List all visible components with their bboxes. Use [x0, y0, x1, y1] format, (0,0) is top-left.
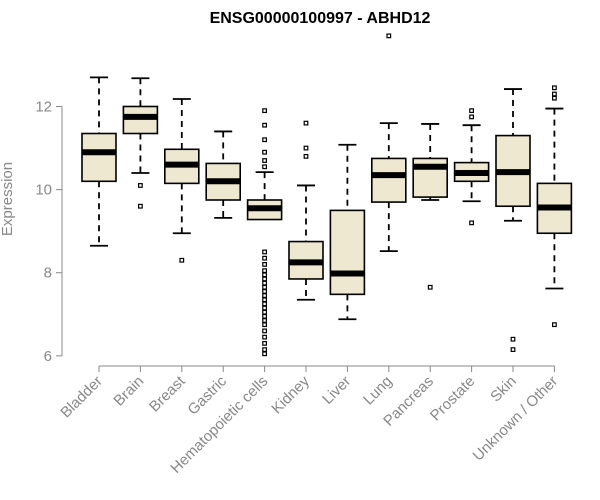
outlier-point — [303, 153, 309, 159]
outlier-point — [303, 145, 309, 151]
x-tick-label: Prostate — [427, 373, 479, 425]
outlier-point — [262, 137, 267, 143]
outlier-point — [386, 33, 392, 39]
box-group-lung — [370, 33, 407, 253]
outlier-point — [262, 293, 267, 298]
outlier-point — [262, 305, 267, 311]
outlier-point — [262, 301, 267, 307]
outlier-point — [262, 284, 267, 290]
x-tick-label: Lung — [360, 373, 396, 409]
x-tick-label: Brain — [110, 373, 147, 410]
outlier-point — [262, 347, 267, 353]
outlier-point — [262, 328, 267, 334]
outlier-point — [262, 313, 267, 319]
outlier-point — [262, 334, 267, 340]
chart-title: ENSG00000100997 - ABHD12 — [210, 10, 431, 27]
outlier-point — [551, 85, 557, 91]
outlier-point — [262, 309, 267, 315]
outlier-point — [262, 262, 267, 267]
outlier-point — [262, 108, 267, 114]
outlier-point — [262, 340, 267, 346]
outlier-point — [262, 149, 267, 155]
y-tick-label: 8 — [44, 265, 52, 282]
outlier-point — [179, 257, 185, 263]
box-group-pancreas — [412, 123, 449, 290]
box-group-bladder — [81, 76, 117, 247]
box-group-unknown-other — [536, 85, 573, 328]
outlier-point — [138, 203, 143, 209]
outlier-point — [262, 272, 267, 278]
outlier-point — [262, 276, 267, 282]
outlier-point — [510, 347, 516, 353]
box-group-skin — [495, 88, 531, 353]
outlier-point — [262, 268, 267, 274]
y-tick-label: 6 — [44, 348, 52, 365]
iqr-box — [370, 157, 407, 203]
outlier-point — [262, 255, 267, 261]
box-group-prostate — [453, 108, 490, 226]
outlier-point — [551, 322, 557, 328]
outlier-point — [262, 280, 267, 286]
y-tick-label: 12 — [35, 98, 52, 115]
x-tick-label: Liver — [319, 373, 354, 408]
outlier-point — [303, 120, 309, 126]
outlier-point — [262, 322, 267, 328]
outlier-point — [262, 249, 267, 255]
outlier-point — [138, 183, 143, 188]
x-tick-label: Breast — [146, 372, 189, 415]
plot-area — [81, 33, 573, 357]
iqr-box — [329, 209, 366, 296]
box-group-liver — [329, 143, 366, 321]
outlier-point — [469, 108, 474, 114]
iqr-box — [122, 105, 159, 135]
outlier-point — [510, 336, 516, 342]
y-axis-label: Expression — [0, 162, 16, 236]
box-group-hematopoietic-cells — [246, 108, 283, 357]
outlier-point — [469, 114, 474, 120]
box-group-brain — [122, 77, 159, 209]
x-tick-label: Kidney — [268, 372, 313, 417]
outlier-point — [262, 289, 267, 294]
x-tick-label: Skin — [487, 373, 520, 406]
outlier-point — [262, 158, 267, 163]
outlier-point — [469, 220, 474, 226]
outlier-point — [262, 351, 267, 357]
box-group-breast — [164, 98, 200, 263]
outlier-point — [551, 95, 557, 101]
box-group-kidney — [288, 120, 324, 301]
outlier-point — [262, 297, 267, 303]
box-group-gastric — [205, 130, 241, 219]
outlier-point — [262, 318, 267, 323]
x-tick-label: Bladder — [57, 373, 106, 422]
outlier-point — [551, 91, 557, 97]
iqr-box — [81, 132, 117, 183]
outlier-point — [427, 284, 433, 290]
outlier-point — [262, 122, 267, 128]
y-tick-label: 10 — [35, 182, 52, 199]
outlier-point — [262, 164, 267, 170]
